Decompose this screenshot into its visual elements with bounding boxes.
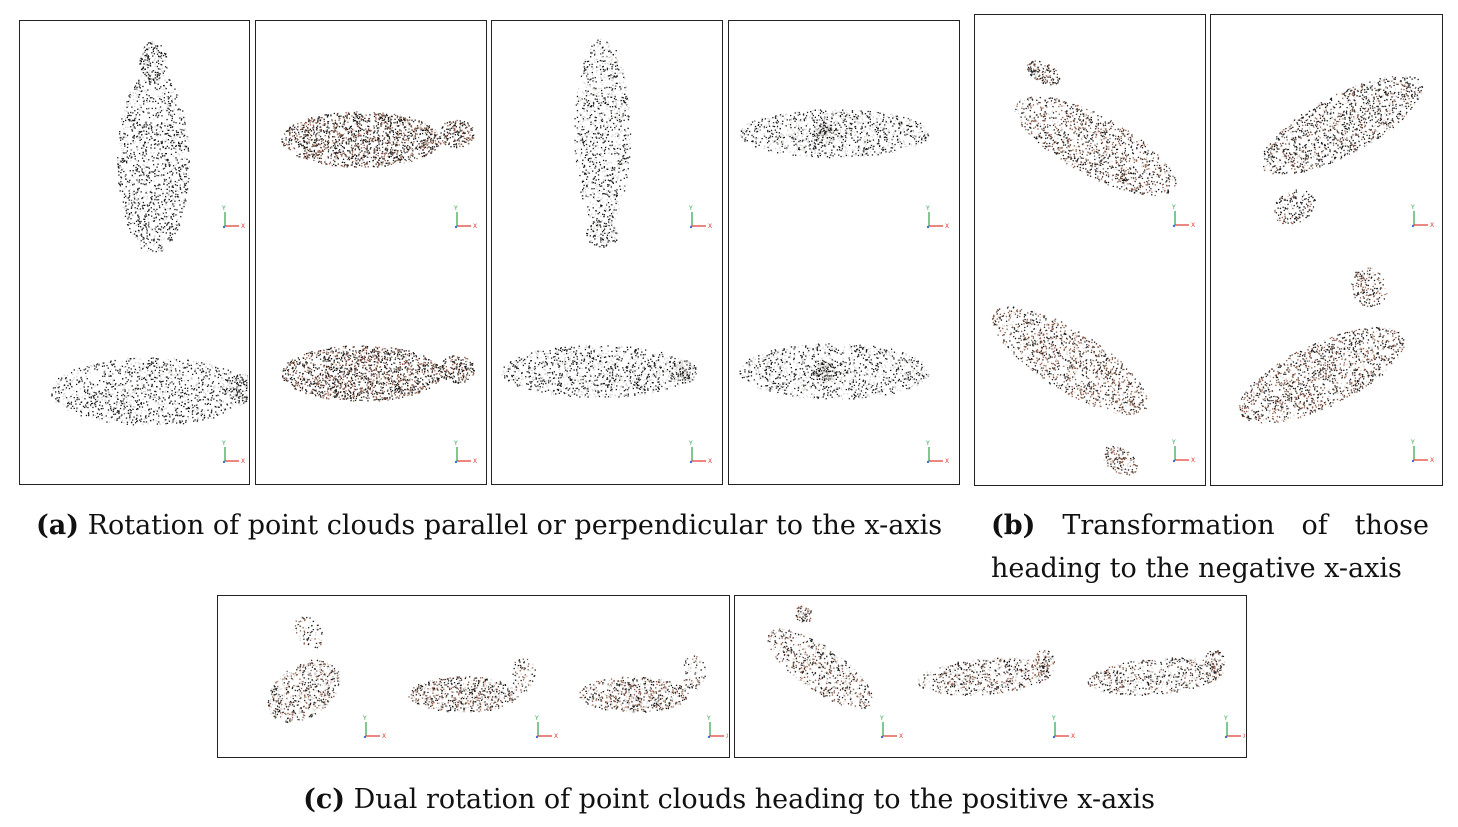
point-cloud [117,41,191,253]
caption-c: (c) Dual rotation of point clouds headin… [0,778,1458,821]
axis-label-x: X [1071,733,1075,740]
axis-label-x: X [945,458,949,465]
axis-gizmo-icon: YX [453,205,477,230]
axis-label-y: Y [221,440,226,447]
axis-gizmo-icon: YX [1223,715,1245,740]
caption-a-text: Rotation of point clouds parallel or per… [88,510,942,541]
axis-label-y: Y [453,440,458,447]
caption-c-label: (c) [303,784,345,815]
axis-label-x: X [708,458,712,465]
caption-b-text: Transformation of those heading to the n… [991,510,1429,584]
axis-label-y: Y [362,715,367,722]
axis-label-y: Y [925,440,930,447]
caption-a: (a) Rotation of point clouds parallel or… [36,504,944,547]
axis-label-y: Y [879,715,884,722]
point-cloud [574,38,632,248]
caption-c-text: Dual rotation of point clouds heading to… [354,784,1155,815]
axis-label-x: X [382,733,386,740]
axis-label-x: X [473,223,477,230]
point-cloud [1087,650,1226,696]
caption-b: (b) Transformation of those heading to t… [991,504,1429,590]
axis-gizmo-icon: YX [1410,204,1434,229]
axis-label-y: Y [1171,439,1176,446]
axis-label-x: X [473,458,477,465]
axis-label-y: Y [534,715,539,722]
axis-gizmo-icon: YX [221,440,245,465]
axis-gizmo-icon: YX [534,715,558,740]
point-cloud [282,345,475,402]
axis-label-y: Y [1171,204,1176,211]
point-cloud [1238,267,1405,424]
axis-gizmo-icon: YX [879,715,903,740]
axis-label-x: X [1243,733,1245,740]
axis-gizmo-icon: YX [706,715,728,740]
axis-label-y: Y [925,205,930,212]
axis-label-x: X [241,223,245,230]
axis-label-y: Y [1051,715,1056,722]
point-cloud [918,650,1056,696]
point-cloud [267,615,341,724]
axis-gizmo-icon: YX [925,205,949,230]
point-cloud [740,109,930,159]
point-cloud [408,658,536,713]
axis-gizmo-icon: YX [221,205,245,230]
axis-label-y: Y [1410,204,1415,211]
caption-a-label: (a) [36,510,79,541]
axis-gizmo-icon: YX [362,715,386,740]
point-cloud [281,111,475,168]
caption-b-label: (b) [991,510,1035,541]
axis-label-y: Y [688,440,693,447]
point-cloud [767,605,873,710]
axis-label-y: Y [221,205,226,212]
point-cloud [51,357,248,426]
axis-label-y: Y [1410,439,1415,446]
axis-label-x: X [945,223,949,230]
axis-label-y: Y [453,205,458,212]
axis-label-y: Y [688,205,693,212]
axis-label-x: X [1191,222,1195,229]
axis-gizmo-icon: YX [688,440,712,465]
axis-gizmo-icon: YX [1171,204,1195,229]
point-cloud [1014,60,1177,197]
axis-gizmo-icon: YX [1410,439,1434,464]
axis-label-x: X [1191,457,1195,464]
axis-gizmo-icon: YX [688,205,712,230]
point-cloud [739,343,930,400]
axis-label-x: X [708,223,712,230]
axis-label-y: Y [706,715,711,722]
axis-gizmo-icon: YX [925,440,949,465]
axis-label-y: Y [1223,715,1228,722]
axis-gizmo-icon: YX [1051,715,1075,740]
axis-label-x: X [241,458,245,465]
axis-gizmo-icon: YX [1171,439,1195,464]
axis-gizmo-icon: YX [453,440,477,465]
point-cloud [501,345,697,398]
point-cloud [1262,75,1424,225]
axis-label-x: X [1430,457,1434,464]
axis-label-x: X [726,733,728,740]
point-cloud [579,655,706,713]
axis-label-x: X [1430,222,1434,229]
axis-label-x: X [554,733,558,740]
axis-label-x: X [899,733,903,740]
point-cloud [991,306,1148,476]
